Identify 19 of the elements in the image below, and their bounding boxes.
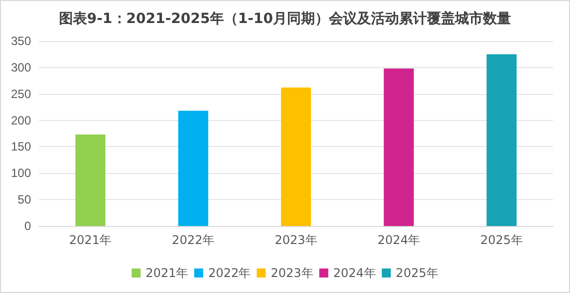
x-tick-label: 2023年 [274,233,318,247]
legend-label: 2024年 [333,266,376,280]
y-tick-label: 50 [18,192,32,207]
y-tick-label: 0 [24,219,32,233]
legend-label: 2021年 [146,266,188,280]
y-tick-label: 250 [10,86,32,101]
legend-label: 2023年 [270,266,314,280]
x-tick-label: 2025年 [480,233,523,247]
x-tick-label: 2021年 [69,233,112,247]
chart-title: 图表9-1：2021-2025年（1-10月同期）会议及活动累计覆盖城市数量 [58,10,512,27]
y-tick-label: 150 [10,140,32,154]
y-tick-label: 350 [10,34,32,48]
x-tick-label: 2024年 [378,233,420,247]
y-tick-label: 100 [10,166,32,180]
y-tick-label: 300 [10,60,32,74]
x-tick-label: 2022年 [172,233,214,247]
y-tick-label: 200 [10,113,32,128]
legend-label: 2025年 [396,266,438,280]
legend-label: 2022年 [208,266,251,280]
